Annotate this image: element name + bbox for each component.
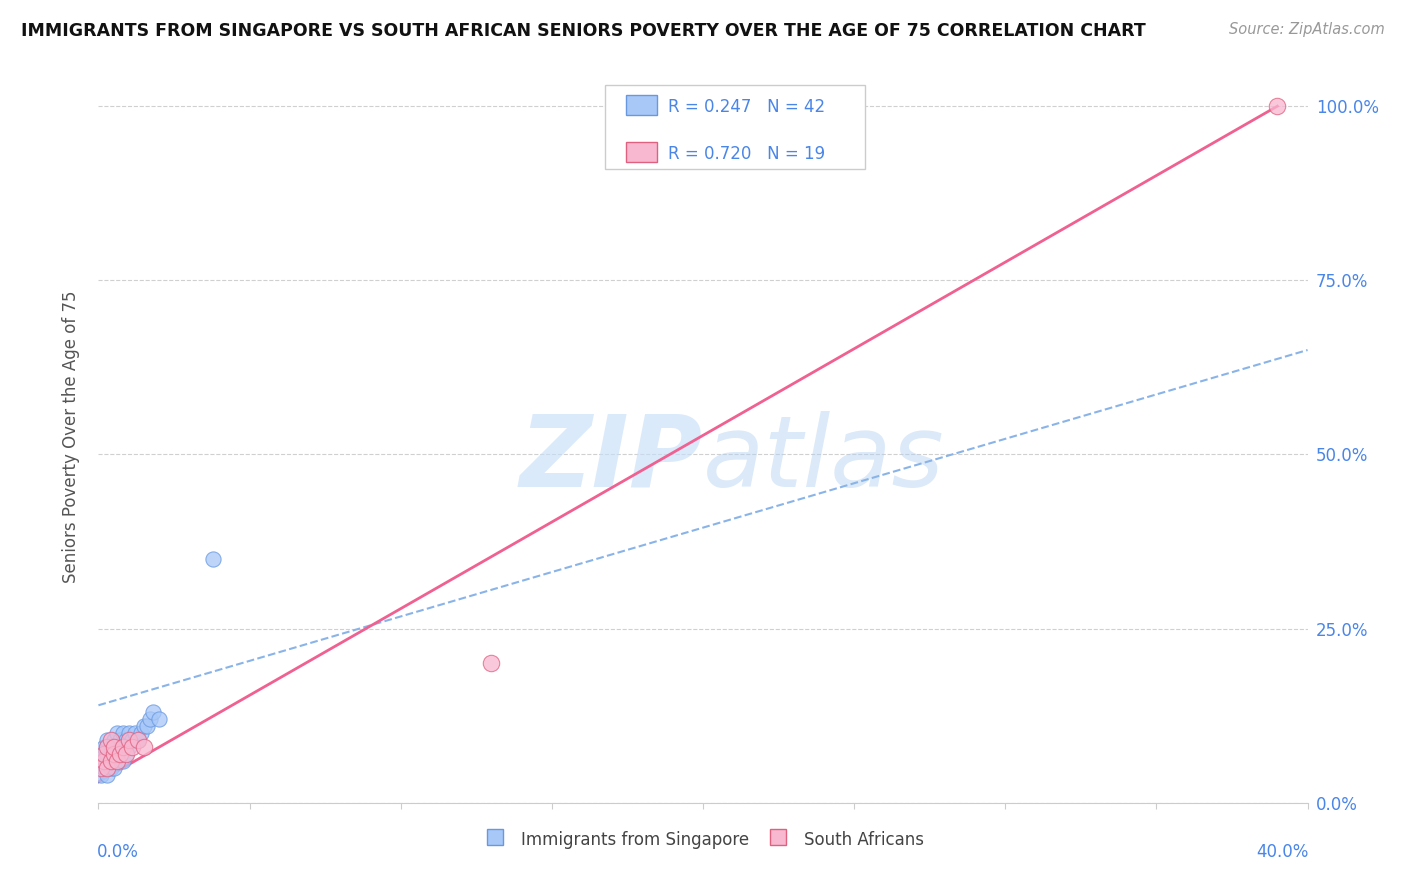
- Point: [108, 747, 131, 761]
- Point: [96, 754, 118, 768]
- Point: [96, 740, 118, 755]
- Point: [121, 740, 143, 755]
- Point: [93, 747, 115, 761]
- Point: [96, 747, 118, 761]
- Point: [111, 740, 134, 755]
- Point: [105, 754, 128, 768]
- Point: [93, 761, 115, 775]
- Point: [103, 740, 125, 755]
- Point: [103, 740, 125, 755]
- Point: [148, 712, 170, 726]
- Point: [100, 754, 122, 768]
- Point: [90, 761, 112, 775]
- Point: [103, 747, 125, 761]
- Point: [105, 747, 128, 761]
- Point: [127, 733, 149, 747]
- Point: [129, 726, 152, 740]
- Point: [114, 747, 136, 761]
- Point: [103, 733, 125, 747]
- Point: [100, 740, 122, 755]
- Point: [202, 552, 225, 566]
- Point: [103, 747, 125, 761]
- Text: Source: ZipAtlas.com: Source: ZipAtlas.com: [1229, 22, 1385, 37]
- Point: [100, 754, 122, 768]
- Text: atlas: atlas: [703, 410, 945, 508]
- Point: [142, 705, 165, 719]
- Text: 0.0%: 0.0%: [97, 843, 139, 861]
- Point: [114, 733, 136, 747]
- Point: [108, 740, 131, 755]
- Point: [118, 733, 141, 747]
- Point: [111, 754, 134, 768]
- Point: [1267, 99, 1289, 113]
- Text: ZIP: ZIP: [520, 410, 703, 508]
- Text: IMMIGRANTS FROM SINGAPORE VS SOUTH AFRICAN SENIORS POVERTY OVER THE AGE OF 75 CO: IMMIGRANTS FROM SINGAPORE VS SOUTH AFRIC…: [21, 22, 1146, 40]
- Point: [132, 719, 155, 733]
- Point: [118, 740, 141, 755]
- Point: [100, 747, 122, 761]
- Point: [96, 733, 118, 747]
- Text: 40.0%: 40.0%: [1257, 843, 1309, 861]
- Point: [93, 754, 115, 768]
- Point: [90, 754, 112, 768]
- Point: [111, 726, 134, 740]
- Point: [93, 740, 115, 755]
- Text: R = 0.247   N = 42: R = 0.247 N = 42: [668, 98, 825, 116]
- Point: [108, 747, 131, 761]
- Point: [127, 733, 149, 747]
- Point: [100, 733, 122, 747]
- Point: [103, 761, 125, 775]
- Point: [135, 719, 157, 733]
- Point: [96, 740, 118, 755]
- Point: [139, 712, 162, 726]
- Point: [481, 657, 503, 671]
- Point: [124, 726, 146, 740]
- Point: [93, 747, 115, 761]
- Point: [108, 733, 131, 747]
- Point: [111, 740, 134, 755]
- Point: [118, 726, 141, 740]
- Point: [96, 768, 118, 782]
- Point: [105, 754, 128, 768]
- Y-axis label: Seniors Poverty Over the Age of 75: Seniors Poverty Over the Age of 75: [62, 291, 80, 583]
- Point: [114, 747, 136, 761]
- Point: [132, 740, 155, 755]
- Point: [90, 768, 112, 782]
- Point: [121, 733, 143, 747]
- Text: R = 0.720   N = 19: R = 0.720 N = 19: [668, 145, 825, 163]
- Point: [100, 761, 122, 775]
- Point: [105, 726, 128, 740]
- Legend: Immigrants from Singapore, South Africans: Immigrants from Singapore, South African…: [475, 823, 931, 856]
- Point: [96, 761, 118, 775]
- Point: [105, 740, 128, 755]
